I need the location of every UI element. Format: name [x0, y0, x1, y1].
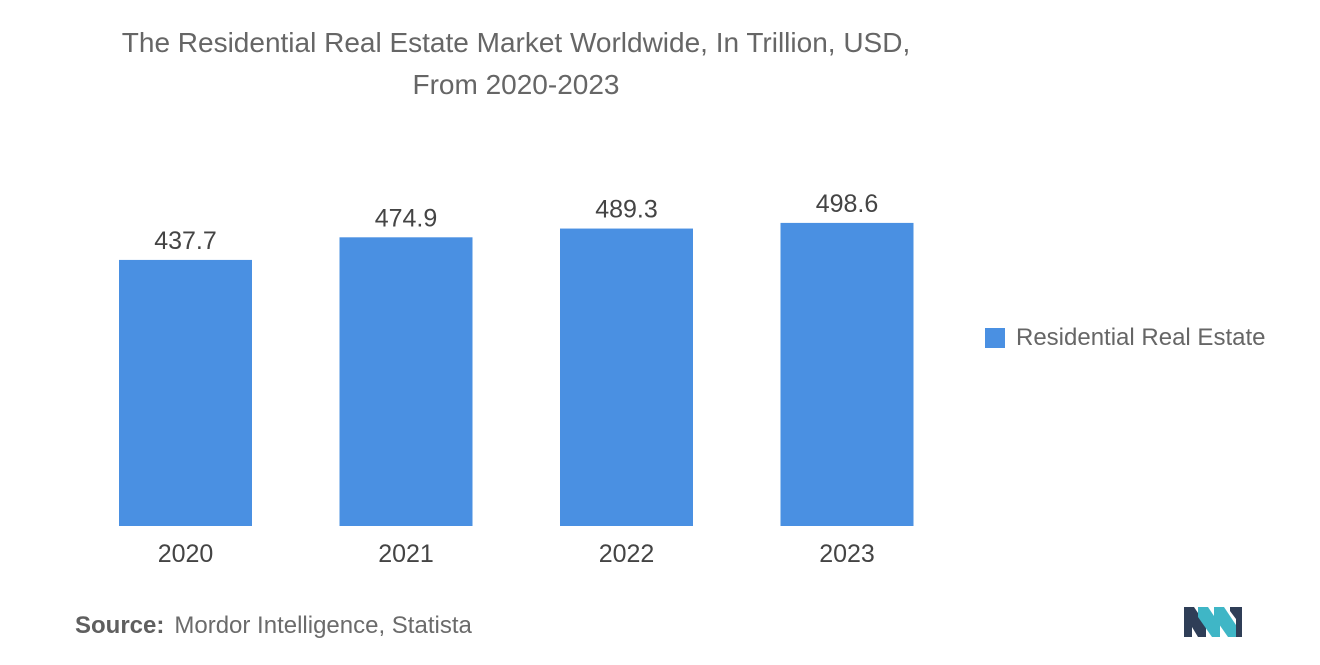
- data-label-2020: 437.7: [154, 227, 217, 255]
- mordor-intelligence-logo-icon: [1184, 607, 1242, 637]
- data-label-2021: 474.9: [375, 204, 438, 232]
- bar-2022: [560, 228, 693, 526]
- source-label: Source:: [75, 612, 165, 639]
- x-tick-label-2020: 2020: [158, 540, 214, 568]
- source-note: Source: Mordor Intelligence, Statista: [75, 612, 472, 640]
- chart-title: The Residential Real Estate Market World…: [60, 22, 972, 106]
- legend-label: Residential Real Estate: [1016, 324, 1266, 351]
- chart-title-line-1: The Residential Real Estate Market World…: [121, 27, 911, 58]
- legend-swatch: [985, 328, 1005, 348]
- x-tick-label-2023: 2023: [819, 540, 875, 568]
- legend: Residential Real Estate: [985, 324, 1265, 352]
- data-label-2022: 489.3: [595, 196, 658, 224]
- x-tick-label-2022: 2022: [599, 540, 655, 568]
- chart-title-line-2: From 2020-2023: [412, 69, 620, 100]
- bar-2023: [780, 222, 914, 526]
- bar-2020: [119, 259, 252, 526]
- data-label-2023: 498.6: [816, 190, 879, 218]
- bar-2021: [339, 237, 473, 526]
- source-text: Mordor Intelligence, Statista: [174, 612, 472, 639]
- x-tick-label-2021: 2021: [378, 540, 434, 568]
